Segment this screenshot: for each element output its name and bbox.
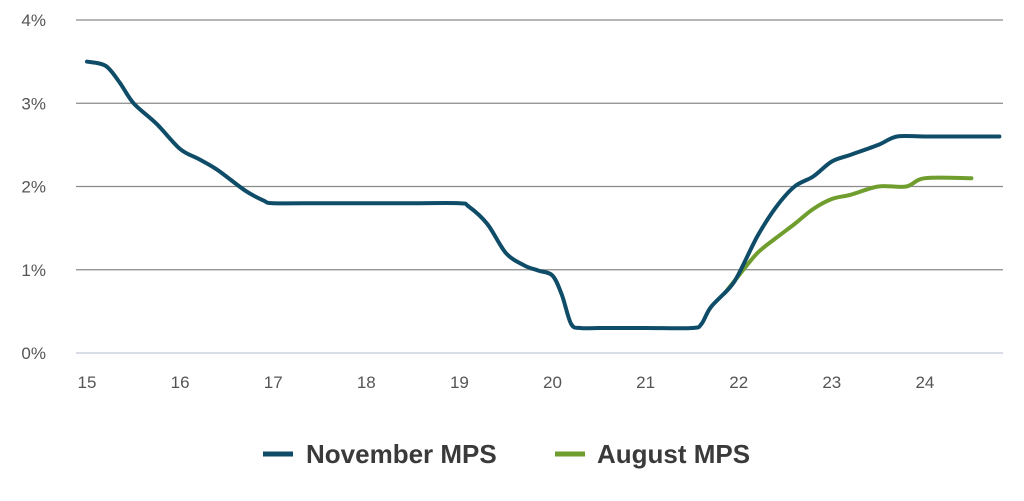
series-lines bbox=[87, 62, 999, 329]
x-tick-label: 20 bbox=[543, 373, 562, 392]
gridlines bbox=[76, 20, 1003, 353]
y-axis-ticks: 0% 1% 2% 3% 4% bbox=[21, 11, 46, 363]
legend-item-november: November MPS bbox=[263, 439, 497, 469]
x-tick-label: 24 bbox=[915, 373, 934, 392]
x-tick-label: 22 bbox=[729, 373, 748, 392]
legend-label-november: November MPS bbox=[306, 439, 497, 469]
legend-item-august: August MPS bbox=[555, 439, 750, 469]
y-tick-label: 3% bbox=[21, 94, 46, 113]
x-tick-label: 23 bbox=[822, 373, 841, 392]
x-tick-label: 17 bbox=[264, 373, 283, 392]
series-line-august-mps bbox=[725, 178, 972, 294]
y-tick-label: 0% bbox=[21, 344, 46, 363]
legend-label-august: August MPS bbox=[597, 439, 750, 469]
x-tick-label: 15 bbox=[78, 373, 97, 392]
x-tick-label: 18 bbox=[357, 373, 376, 392]
x-tick-label: 16 bbox=[171, 373, 190, 392]
x-tick-label: 19 bbox=[450, 373, 469, 392]
y-tick-label: 2% bbox=[21, 178, 46, 197]
x-tick-label: 21 bbox=[636, 373, 655, 392]
x-axis-ticks: 15 16 17 18 19 20 21 22 23 24 bbox=[78, 373, 935, 392]
y-tick-label: 4% bbox=[21, 11, 46, 30]
series-line-november-mps bbox=[87, 62, 999, 329]
y-tick-label: 1% bbox=[21, 261, 46, 280]
legend: November MPS August MPS bbox=[263, 439, 750, 469]
